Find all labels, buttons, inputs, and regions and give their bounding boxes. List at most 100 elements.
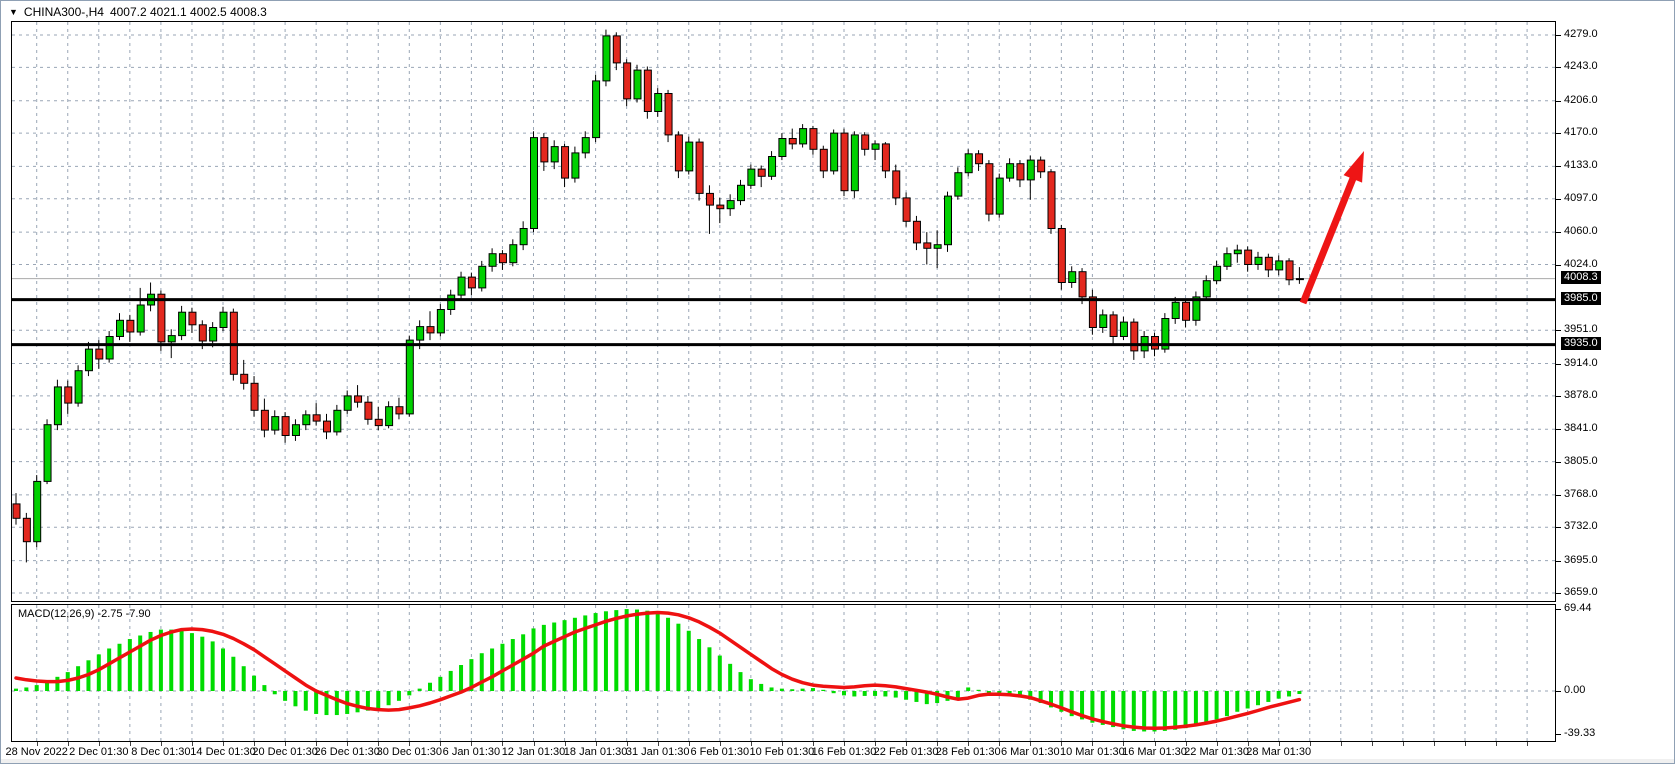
macd-histogram-bar: [583, 615, 588, 691]
date-axis-label: 28 Mar 01:30: [1246, 746, 1312, 758]
price-tick: [1556, 593, 1561, 594]
chevron-down-icon[interactable]: ▼: [9, 6, 18, 17]
macd-histogram-bar: [800, 688, 805, 691]
candle-body: [12, 503, 21, 519]
price-axis-label: 4133.0: [1564, 159, 1598, 172]
price-tick: [1556, 494, 1561, 496]
macd-histogram-bar: [831, 691, 836, 694]
macd-histogram-bar: [521, 634, 526, 691]
macd-histogram-bar: [138, 635, 143, 691]
macd-histogram-bar: [169, 629, 174, 691]
candle-body: [136, 304, 145, 333]
candle-body: [850, 134, 859, 192]
candle-body: [1068, 271, 1077, 283]
candle-body: [53, 386, 62, 426]
macd-histogram-bar: [790, 689, 795, 691]
macd-histogram-bar: [1131, 691, 1136, 731]
time-tick: [564, 742, 566, 746]
time-tick: [1247, 742, 1249, 746]
candle-body: [447, 294, 456, 311]
price-axis-label: 4097.0: [1564, 191, 1598, 204]
macd-histogram-bar: [1111, 691, 1116, 728]
macd-indicator-panel[interactable]: MACD(12,26,9) -2.75 -7.90: [11, 604, 1556, 742]
candle-body: [519, 228, 528, 246]
date-axis-label: 8 Dec 01:30: [131, 746, 191, 758]
candle-body: [188, 311, 197, 326]
macd-histogram-bar: [417, 688, 422, 691]
macd-histogram-bar: [1059, 691, 1064, 712]
time-tick: [223, 742, 224, 746]
time-tick: [999, 742, 1001, 746]
date-axis-label: 16 Feb 01:30: [811, 746, 877, 758]
time-tick: [1371, 742, 1373, 746]
macd-histogram-bar: [1224, 691, 1229, 717]
macd-histogram-bar: [738, 672, 743, 691]
candle-body: [902, 197, 911, 222]
macd-tick: [1556, 691, 1561, 692]
candle-body: [664, 93, 673, 136]
candle-body: [74, 370, 83, 404]
macd-histogram-bar: [189, 633, 194, 691]
macd-histogram-bar: [624, 609, 629, 691]
price-tick: [1556, 166, 1561, 168]
time-tick: [67, 742, 69, 746]
macd-histogram-bar: [107, 648, 112, 691]
candle-body: [157, 293, 166, 343]
candle-body: [799, 128, 808, 145]
macd-histogram-bar: [759, 683, 764, 691]
date-axis-label: 14 Dec 01:30: [190, 746, 256, 758]
macd-histogram-bar: [1121, 691, 1126, 730]
macd-axis-label: -39.33: [1564, 727, 1596, 739]
candle-body: [281, 416, 290, 437]
price-axis-label: 3659.0: [1564, 586, 1598, 598]
price-axis-label: 3695.0: [1564, 553, 1598, 566]
price-axis-label: 3768.0: [1564, 487, 1598, 500]
macd-tick: [1556, 734, 1561, 735]
price-tick: [1556, 264, 1561, 266]
time-tick: [129, 742, 131, 746]
time-tick: [1185, 742, 1187, 746]
macd-histogram-bar: [541, 624, 546, 691]
candle-body: [84, 348, 93, 372]
candle-body: [1151, 336, 1159, 350]
macd-histogram-bar: [1276, 691, 1281, 699]
macd-histogram-bar: [1245, 691, 1250, 709]
price-tick: [1556, 232, 1561, 234]
macd-histogram-bar: [148, 631, 153, 691]
macd-histogram-bar: [428, 682, 432, 691]
price-tick: [1556, 461, 1561, 463]
hline-price-label: 3985.0: [1561, 291, 1601, 305]
candle-body: [240, 373, 249, 384]
macd-histogram-bar: [914, 691, 919, 702]
time-tick: [254, 742, 256, 746]
time-tick: [1465, 742, 1466, 746]
macd-histogram-bar: [179, 630, 184, 691]
macd-histogram-bar: [407, 691, 412, 696]
macd-histogram-bar: [976, 689, 981, 691]
price-tick: [1556, 198, 1561, 200]
macd-histogram-bar: [314, 691, 319, 714]
macd-histogram-bar: [1183, 691, 1188, 729]
price-tick: [1556, 330, 1561, 332]
time-tick: [968, 742, 970, 746]
macd-histogram-bar: [1028, 691, 1033, 700]
time-tick: [285, 742, 287, 746]
price-tick: [1556, 100, 1561, 102]
macd-histogram-bar: [158, 629, 163, 691]
macd-plot[interactable]: [12, 605, 1555, 741]
price-axis-label: 3914.0: [1564, 356, 1598, 369]
price-chart-panel[interactable]: [11, 21, 1556, 602]
macd-histogram-bar: [966, 687, 971, 691]
time-tick: [347, 742, 349, 746]
candlestick-plot[interactable]: [12, 22, 1555, 601]
candle-body: [364, 401, 373, 420]
macd-histogram-bar: [842, 691, 846, 696]
macd-tick: [1556, 609, 1561, 610]
candle-body: [768, 156, 777, 177]
macd-histogram-bar: [241, 666, 246, 691]
price-axis: 4279.0 4243.0 4206.0 4170.0 4133.0 4097.0 4060…: [1556, 21, 1674, 745]
time-tick: [1309, 742, 1311, 746]
candle-body: [674, 134, 683, 172]
macd-histogram-bar: [1080, 691, 1085, 720]
time-tick: [502, 742, 504, 746]
